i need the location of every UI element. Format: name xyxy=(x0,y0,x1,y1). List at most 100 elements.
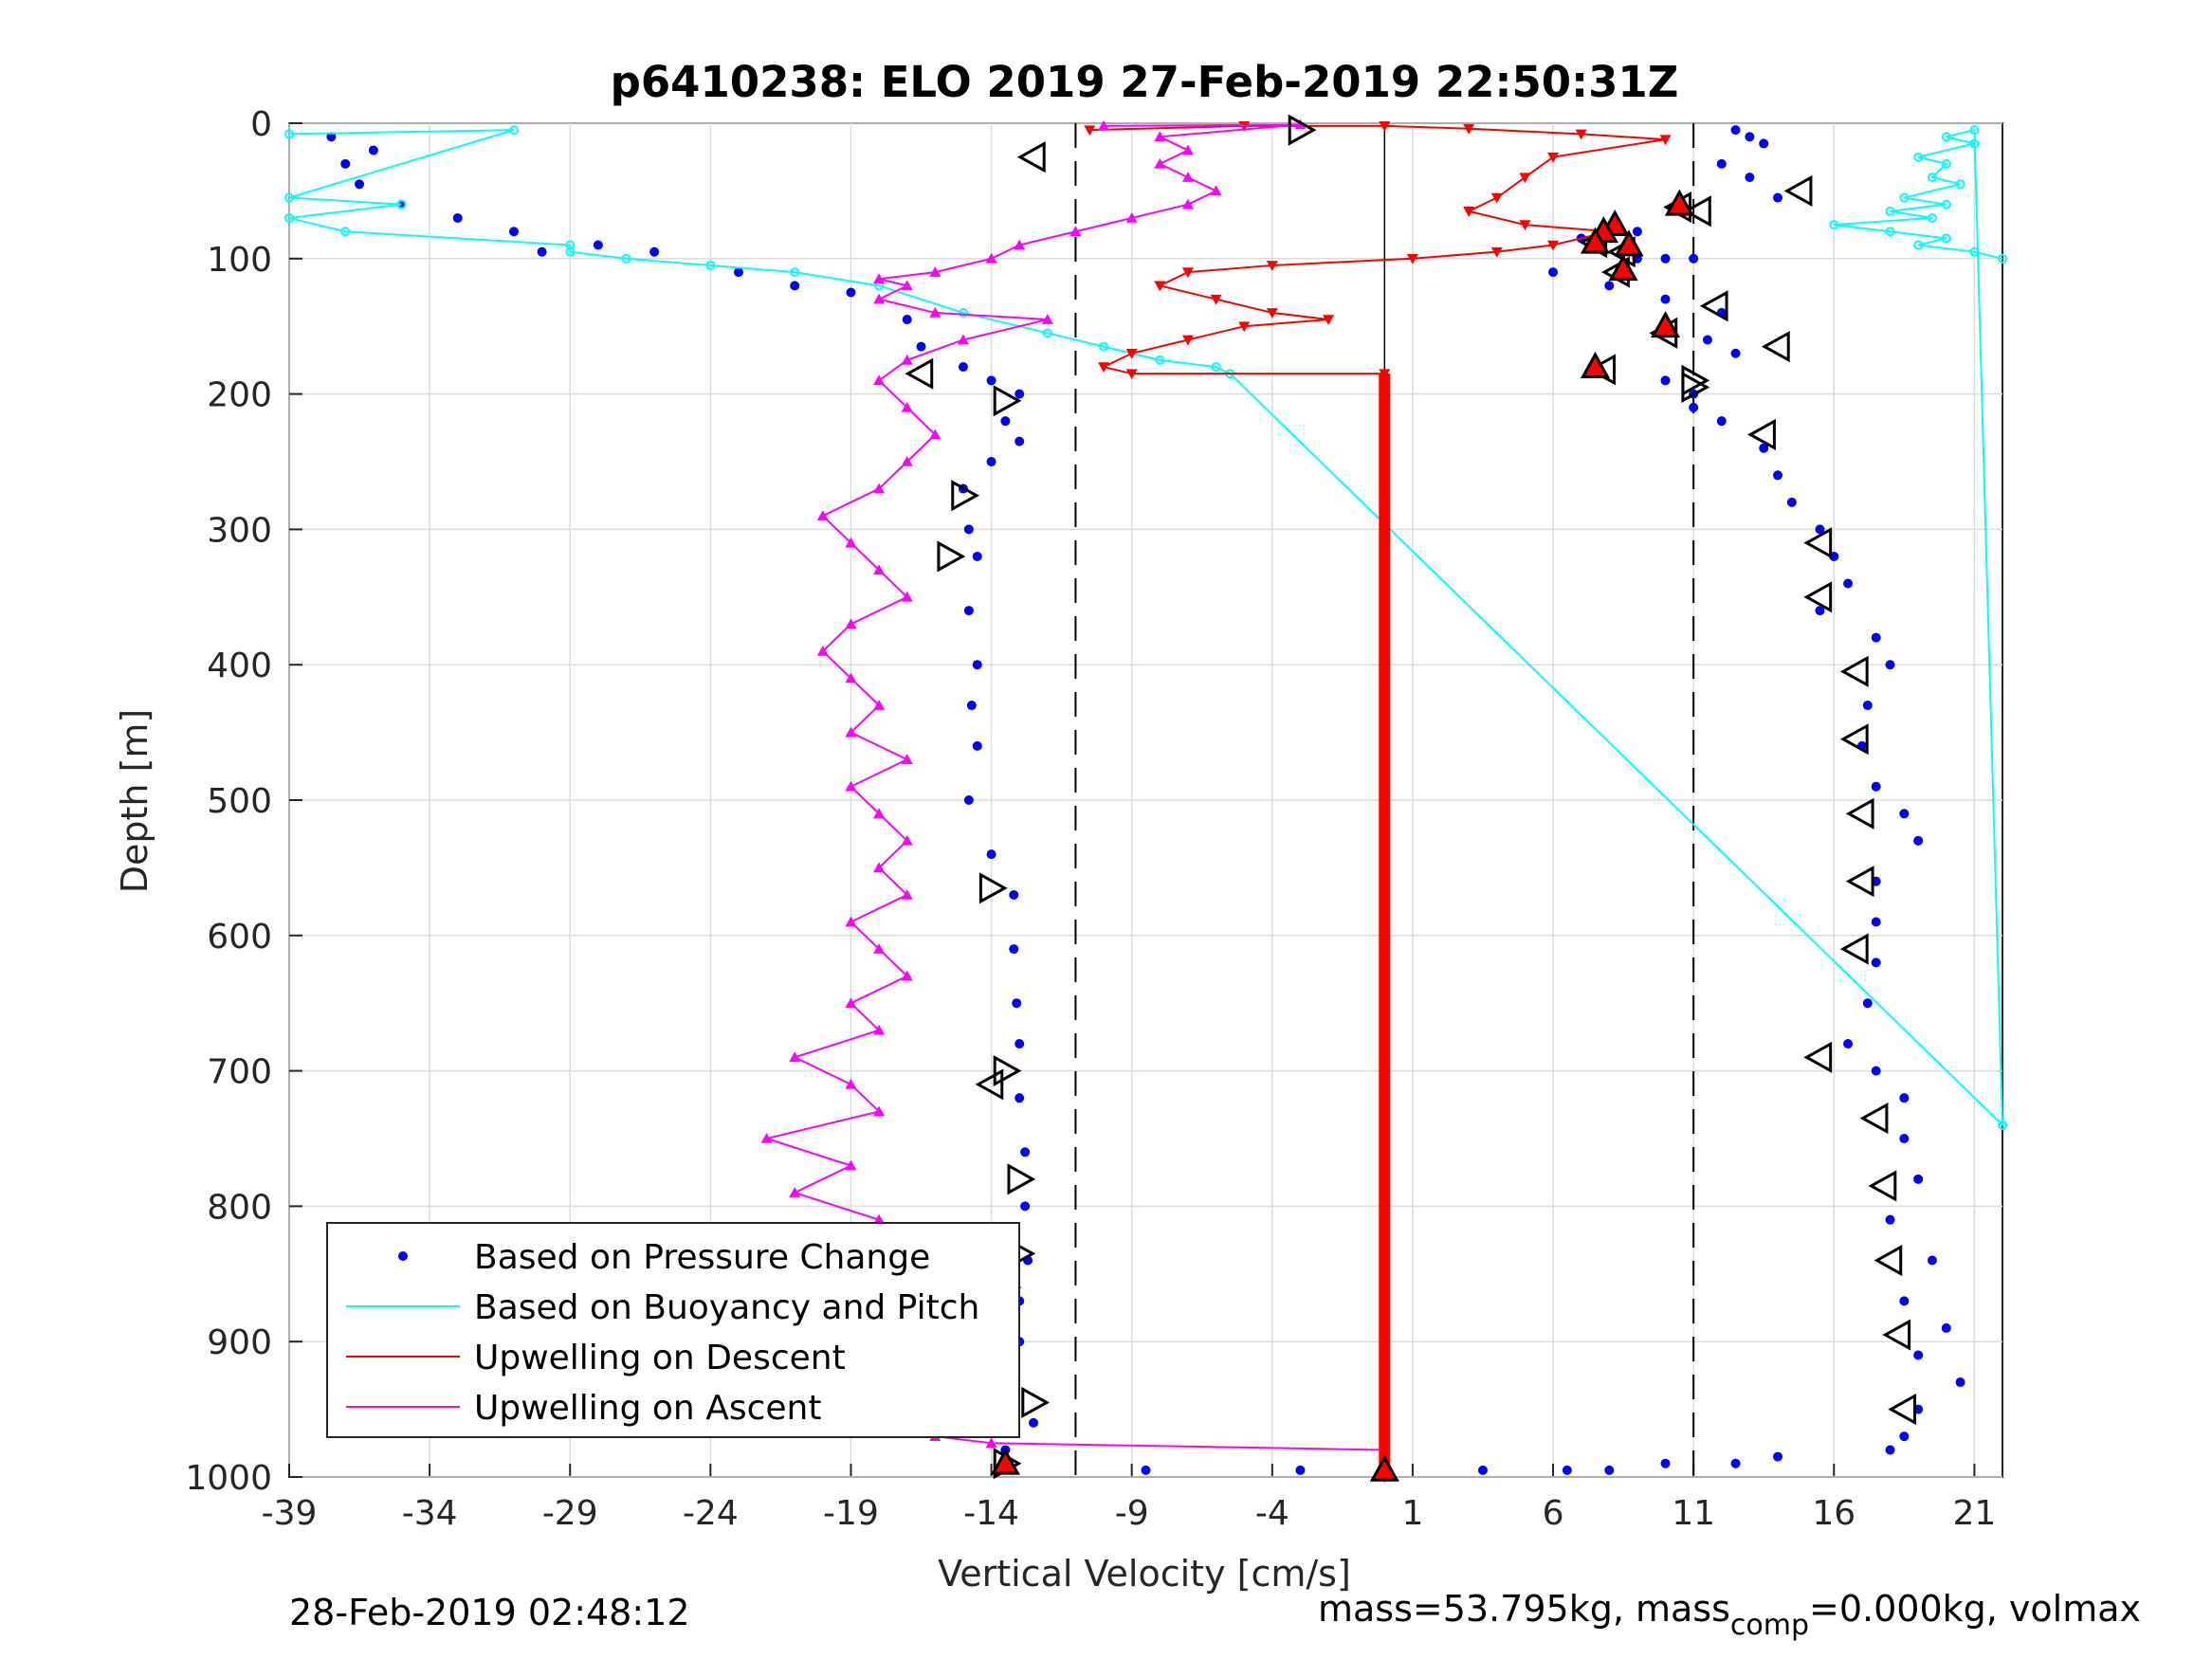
descent-upwelling-point xyxy=(1266,308,1278,319)
ascent-upwelling-point xyxy=(901,354,913,365)
pressure-velocity-point xyxy=(1009,889,1019,900)
y-tick-label: 800 xyxy=(207,1188,272,1227)
descent-upwelling-point xyxy=(1323,315,1335,326)
descent-upwelling-point xyxy=(1547,240,1560,251)
ascent-upwelling-point xyxy=(845,726,857,738)
descent-upwelling-point xyxy=(1084,125,1096,137)
buoyancy-velocity-point xyxy=(1927,173,1937,183)
pressure-velocity-point xyxy=(1843,1039,1854,1049)
buoyancy-velocity-point xyxy=(1829,220,1839,230)
pressure-velocity-point xyxy=(537,246,547,257)
y-tick-label: 400 xyxy=(207,647,272,685)
ascent-direction-marker xyxy=(1761,331,1790,363)
y-axis-label: Depth [m] xyxy=(114,709,155,894)
ascent-direction-marker xyxy=(905,357,934,390)
pressure-velocity-point xyxy=(1015,436,1025,447)
ascent-direction-marker xyxy=(1747,418,1776,450)
pressure-velocity-point xyxy=(963,795,974,805)
ascent-upwelling-point xyxy=(1041,314,1053,324)
pressure-velocity-point xyxy=(1913,1350,1924,1360)
pressure-velocity-point xyxy=(593,240,603,250)
filled-upwelling-marker xyxy=(1614,229,1644,257)
buoyancy-velocity-point xyxy=(1941,132,1951,142)
ascent-direction-marker xyxy=(1803,527,1833,559)
ascent-upwelling-point xyxy=(789,1187,801,1197)
buoyancy-velocity-point xyxy=(1211,362,1221,373)
ascent-upwelling-point xyxy=(789,1051,801,1063)
buoyancy-velocity-point xyxy=(1155,355,1165,365)
pressure-velocity-point xyxy=(963,524,974,535)
pressure-velocity-point xyxy=(986,849,996,860)
ascent-upwelling-point xyxy=(845,780,857,792)
descent-direction-marker xyxy=(993,1055,1022,1087)
descent-upwelling-point xyxy=(1519,220,1531,231)
pressure-velocity-point xyxy=(340,158,351,169)
ascent-upwelling-point xyxy=(901,970,913,981)
buoyancy-velocity-point xyxy=(340,227,351,237)
pressure-velocity-point xyxy=(1786,497,1797,507)
series-line xyxy=(762,123,1385,1451)
descent-direction-marker xyxy=(993,385,1022,417)
pressure-velocity-point xyxy=(355,179,365,190)
descent-upwelling-point xyxy=(1659,135,1672,146)
descent-upwelling-point xyxy=(1238,321,1251,333)
buoyancy-velocity-point xyxy=(1099,341,1109,352)
x-tick-label: -4 xyxy=(1255,1494,1289,1533)
pressure-velocity-point xyxy=(1660,294,1671,304)
legend-items: Based on Pressure Change Based on Buoyanc… xyxy=(346,1238,979,1428)
x-tick-label: -39 xyxy=(262,1494,318,1533)
pressure-velocity-point xyxy=(1843,578,1854,589)
pressure-velocity-point xyxy=(1913,1174,1924,1184)
buoyancy-velocity-point xyxy=(621,253,631,264)
mass-annotation-suffix: =0.000kg, volmax xyxy=(1809,1588,2141,1630)
pressure-velocity-point xyxy=(1899,809,1910,819)
descent-upwelling-point xyxy=(1154,281,1166,292)
buoyancy-velocity-point xyxy=(1899,192,1910,203)
buoyancy-velocity-point xyxy=(1969,138,1980,149)
ascent-direction-marker xyxy=(1682,195,1711,228)
descent-upwelling-point xyxy=(1379,121,1391,132)
buoyancy-velocity-point xyxy=(565,246,576,257)
pressure-velocity-point xyxy=(1815,524,1825,535)
ascent-upwelling-point xyxy=(845,997,857,1008)
ascent-direction-marker xyxy=(1839,655,1869,687)
ascent-upwelling-point xyxy=(1181,144,1194,155)
pressure-velocity-point xyxy=(1548,267,1559,278)
descent-upwelling-point xyxy=(1463,207,1475,217)
pressure-velocity-point xyxy=(1899,1093,1910,1103)
pressure-velocity-point xyxy=(1562,1465,1572,1475)
ascent-upwelling-point xyxy=(929,266,941,277)
pressure-velocity-point xyxy=(1871,957,1881,968)
filled-upwelling-marker xyxy=(1580,351,1611,378)
x-tick-label: -14 xyxy=(963,1494,1019,1533)
pressure-velocity-point xyxy=(963,606,974,616)
descent-direction-marker xyxy=(937,540,966,573)
pressure-velocity-point xyxy=(1689,253,1699,264)
pressure-velocity-point xyxy=(1773,192,1783,203)
legend-entry-label: Based on Pressure Change xyxy=(474,1238,930,1277)
buoyancy-velocity-point xyxy=(958,307,968,318)
descent-upwelling-point xyxy=(1266,261,1278,271)
descent-upwelling-point xyxy=(1125,369,1138,380)
y-tick-labels: 0 100 200 300 400 500 600 700 800 900 1000 xyxy=(185,105,272,1498)
ascent-upwelling-point xyxy=(873,1105,886,1117)
ascent-upwelling-point xyxy=(845,916,857,927)
pressure-velocity-point xyxy=(1871,917,1881,927)
ascent-upwelling-point xyxy=(1098,119,1110,131)
pressure-velocity-point xyxy=(790,281,800,291)
pressure-velocity-point xyxy=(1000,416,1011,427)
pressure-velocity-point xyxy=(902,315,912,325)
ascent-direction-marker xyxy=(1888,1394,1917,1426)
x-tick-label: -24 xyxy=(683,1494,739,1533)
pressure-velocity-point xyxy=(958,362,968,373)
x-tick-label: 21 xyxy=(1952,1494,1996,1533)
ascent-upwelling-point xyxy=(1014,239,1026,250)
pressure-velocity-point xyxy=(1604,281,1615,291)
ascent-upwelling-point xyxy=(901,591,913,602)
descent-direction-marker xyxy=(951,480,980,512)
ascent-upwelling-point xyxy=(873,1213,886,1225)
pressure-velocity-point xyxy=(368,145,378,155)
filled-upwelling-marker xyxy=(1650,311,1681,338)
x-tick-label: -9 xyxy=(1115,1494,1149,1533)
ascent-upwelling-point xyxy=(873,374,886,386)
